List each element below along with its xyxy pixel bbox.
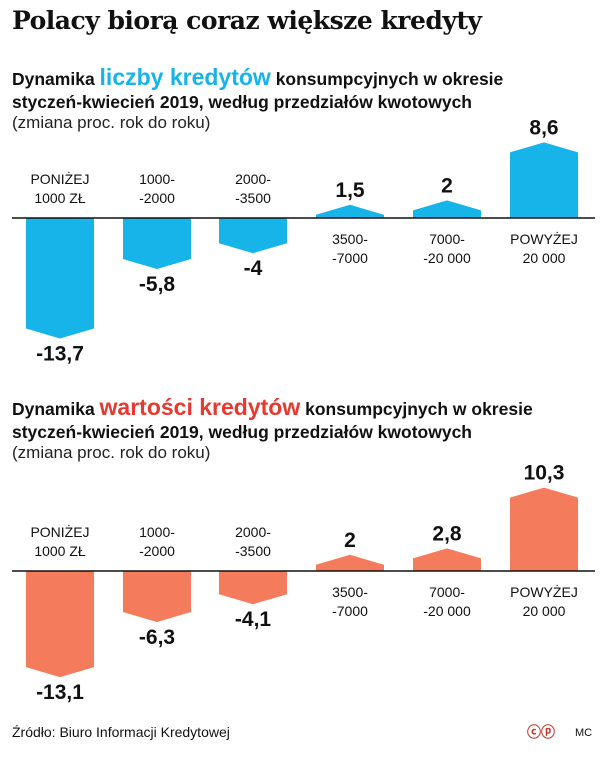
bar <box>510 487 578 571</box>
bar-value-label: -6,3 <box>139 626 175 649</box>
source-note: Źródło: Biuro Informacji Kredytowej <box>12 724 230 740</box>
category-label: -20 000 <box>423 250 471 266</box>
main-title: Polacy biorą coraz większe kredyty <box>12 6 482 35</box>
author-initials: MC <box>575 727 593 739</box>
bar <box>123 571 191 623</box>
category-label: 3500- <box>332 231 368 247</box>
category-label: -2000 <box>139 543 175 559</box>
category-label: 20 000 <box>523 250 566 266</box>
bar-value-label: -13,1 <box>36 681 84 704</box>
category-label: 1000- <box>139 171 175 187</box>
bar-value-label: -5,8 <box>139 273 176 296</box>
bar-value-label: -13,7 <box>36 343 84 366</box>
bar-value-label: -4 <box>244 257 263 280</box>
category-label: -3500 <box>235 543 271 559</box>
category-label: PONIŻEJ <box>30 170 89 187</box>
heading-prefix: Dynamika <box>12 69 100 89</box>
bar <box>510 142 578 218</box>
chart-note-count: (zmiana proc. rok do roku) <box>12 113 211 132</box>
category-label: -20 000 <box>423 603 471 619</box>
heading-suffix: konsumpcyjnych w okresie <box>300 399 533 419</box>
bar-value-label: 2,8 <box>432 522 462 545</box>
category-label: 20 000 <box>523 603 566 619</box>
bar <box>316 204 384 218</box>
bar-value-label: 2 <box>344 529 356 552</box>
chart-heading-count: Dynamika liczby kredytów konsumpcyjnych … <box>12 66 503 114</box>
category-label: 7000- <box>429 584 465 600</box>
bar-value-label: 8,6 <box>529 116 558 139</box>
category-label: -7000 <box>332 603 368 619</box>
category-label: 7000- <box>429 231 465 247</box>
bar <box>413 200 481 218</box>
category-label: 1000- <box>139 524 175 540</box>
bar <box>413 548 481 571</box>
bar <box>26 218 94 339</box>
category-label: 3500- <box>332 584 368 600</box>
heading-line2: styczeń-kwiecień 2019, według przedziałó… <box>12 422 472 442</box>
chart-heading-value: Dynamika wartości kredytów konsumpcyjnyc… <box>12 396 533 444</box>
category-label: POWYŻEJ <box>510 230 578 247</box>
heading-highlight: wartości kredytów <box>99 394 301 420</box>
bar-value-label: -4,1 <box>235 608 272 631</box>
category-label: 1000 ZŁ <box>34 543 86 559</box>
bar-value-label: 2 <box>441 174 453 197</box>
heading-prefix: Dynamika <box>12 399 100 419</box>
category-label: -2000 <box>139 190 175 206</box>
category-label: 1000 ZŁ <box>34 190 86 206</box>
category-label: -3500 <box>235 190 271 206</box>
category-label: PONIŻEJ <box>30 523 89 540</box>
heading-highlight: liczby kredytów <box>99 64 271 90</box>
heading-line2: styczeń-kwiecień 2019, według przedziałó… <box>12 92 472 112</box>
category-label: 2000- <box>235 524 271 540</box>
bar <box>316 554 384 571</box>
bar <box>26 571 94 678</box>
bar-value-label: 10,3 <box>524 462 565 485</box>
bar-chart-value: -13,1 PONIŻEJ 1000 ZŁ -6,3 1000- -2000 -4,1 200… <box>12 462 595 704</box>
category-label: 2000- <box>235 171 271 187</box>
bar <box>219 571 287 605</box>
chart-note-value: (zmiana proc. rok do roku) <box>12 443 211 462</box>
bar <box>219 218 287 254</box>
category-label: POWYŻEJ <box>510 583 578 600</box>
bar-chart-count: -13,7 PONIŻEJ 1000 ZŁ -5,8 1000- -2000 -4 2000-… <box>12 116 595 366</box>
category-label: -7000 <box>332 250 368 266</box>
heading-suffix: konsumpcyjnych w okresie <box>270 69 504 89</box>
pap-logo: ⓒⓟ <box>527 724 555 740</box>
bar-value-label: 1,5 <box>335 179 365 202</box>
bar <box>123 218 191 270</box>
